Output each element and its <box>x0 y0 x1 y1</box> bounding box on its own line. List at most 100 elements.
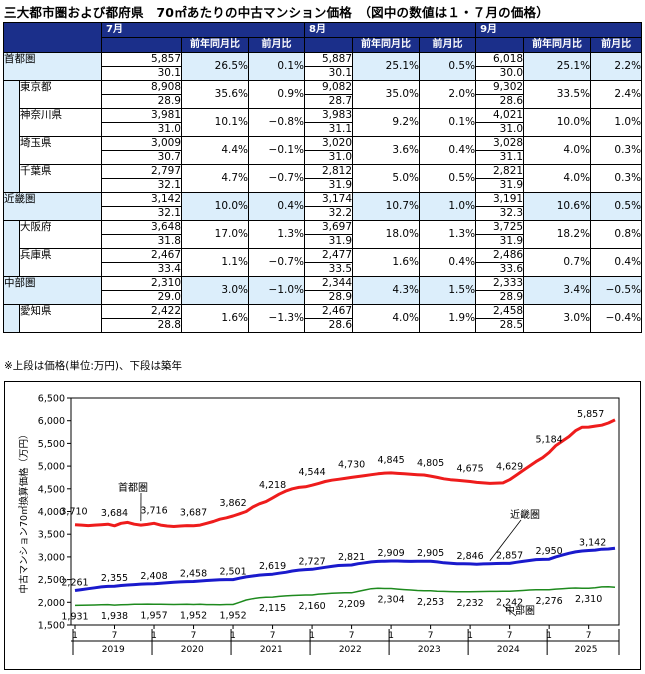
price-cell: 3,983 <box>304 108 354 123</box>
month-header: 8月 <box>304 22 477 38</box>
data-label: 2,160 <box>298 601 325 612</box>
yoy-cell: 1.1% <box>181 248 249 277</box>
age-cell: 31.0 <box>304 150 354 165</box>
mom-cell: 0.5% <box>590 192 643 221</box>
mom-cell: −0.7% <box>247 164 306 193</box>
y-tick-label: 3,500 <box>38 530 65 541</box>
age-cell: 30.0 <box>475 66 525 81</box>
mom-cell: 0.8% <box>590 220 643 249</box>
x-month-label: 7 <box>191 631 197 641</box>
x-year-label: 2023 <box>418 645 441 655</box>
y-tick-label: 2,500 <box>38 575 65 586</box>
price-header-blank <box>475 37 525 53</box>
yoy-cell: 4.4% <box>181 136 249 165</box>
mom-cell: −1.3% <box>247 304 306 333</box>
age-cell: 31.9 <box>304 178 354 193</box>
data-label: 1,957 <box>140 610 167 621</box>
x-month-label: 1 <box>230 631 236 641</box>
prefecture-label: 東京都 <box>19 80 102 109</box>
yoy-cell: 4.3% <box>352 276 421 305</box>
table-row: 千葉県 2,797 4.7% −0.7% 2,812 5.0% 0.5% 2,821 4.0% 0… <box>4 164 643 193</box>
price-cell: 2,344 <box>304 276 354 291</box>
table-row: 首都圏 5,857 26.5% 0.1% 5,887 25.1% 0.5% 6,018 25.1… <box>3 52 643 81</box>
age-cell: 28.8 <box>101 318 182 333</box>
yoy-cell: 4.0% <box>523 136 592 165</box>
data-label: 4,629 <box>496 462 523 473</box>
age-cell: 31.0 <box>101 122 182 137</box>
region-indent <box>3 304 20 333</box>
yoy-cell: 10.7% <box>352 192 421 221</box>
leader-line <box>502 605 517 617</box>
yoy-cell: 18.0% <box>352 220 421 249</box>
y-tick-label: 1,500 <box>38 621 65 632</box>
data-label: 2,253 <box>417 597 444 608</box>
yoy-cell: 3.0% <box>181 276 249 305</box>
y-tick-label: 4,500 <box>38 484 65 495</box>
line-chart: 1,500 2,000 2,500 3,000 3,500 4,000 4,500 5,000… <box>18 394 620 655</box>
price-cell: 3,981 <box>101 108 182 123</box>
yoy-cell: 17.0% <box>181 220 249 249</box>
mom-cell: 0.5% <box>419 164 477 193</box>
mom-cell: −0.7% <box>247 248 306 277</box>
data-label: 4,845 <box>377 455 404 466</box>
yoy-cell: 35.6% <box>181 80 249 109</box>
mom-cell: 0.4% <box>419 248 477 277</box>
price-cell: 5,887 <box>304 52 354 67</box>
table-row: 近畿圏 3,142 10.0% 0.4% 3,174 10.7% 1.0% 3,191 10.6… <box>3 192 643 221</box>
price-cell: 3,725 <box>475 220 525 235</box>
age-cell: 32.3 <box>475 206 525 221</box>
y-axis-label: 中古マンション70㎡換算価格（万円） <box>18 429 30 593</box>
y-tick-label: 5,500 <box>38 439 65 450</box>
table-row: 兵庫県 2,467 1.1% −0.7% 2,477 1.6% 0.4% 2,486 0.7% 0… <box>4 248 643 277</box>
age-cell: 31.9 <box>304 234 354 249</box>
data-label: 2,846 <box>457 551 484 562</box>
age-cell: 33.6 <box>475 262 525 277</box>
age-cell: 28.9 <box>304 290 354 305</box>
price-cell: 3,028 <box>475 136 525 151</box>
yoy-cell: 1.6% <box>352 248 421 277</box>
data-label: 2,310 <box>575 594 602 605</box>
table-row: 中部圏 2,310 3.0% −1.0% 2,344 4.3% 1.5% 2,333 3.4% −… <box>3 276 643 305</box>
series-name-label: 近畿圏 <box>510 508 540 521</box>
yoy-header: 前年同月比 <box>352 37 421 53</box>
mom-cell: 0.9% <box>247 80 306 109</box>
data-label: 4,675 <box>457 464 484 475</box>
table-row-age: 31.8 31.9 31.9 <box>4 234 642 249</box>
price-cell: 9,302 <box>475 80 525 95</box>
price-cell: 9,082 <box>304 80 354 95</box>
age-cell: 31.1 <box>475 150 525 165</box>
prefecture-label: 大阪府 <box>19 220 102 249</box>
data-label: 2,304 <box>377 594 404 605</box>
age-cell: 31.9 <box>475 178 525 193</box>
corner-cell <box>3 22 102 53</box>
data-label: 2,950 <box>536 546 563 557</box>
y-tick-label: 2,000 <box>38 598 65 609</box>
x-month-label: 7 <box>507 631 513 641</box>
prefecture-label: 愛知県 <box>19 304 102 333</box>
plot-area <box>70 397 620 626</box>
data-label: 4,218 <box>259 480 286 491</box>
price-cell: 3,648 <box>101 220 182 235</box>
mom-cell: 0.4% <box>419 136 477 165</box>
table-body: 首都圏 5,857 26.5% 0.1% 5,887 25.1% 0.5% 6,018 25.1… <box>3 52 643 333</box>
y-tick-label: 6,000 <box>38 416 65 427</box>
yoy-header: 前年同月比 <box>181 37 249 53</box>
table-row-age: 33.4 33.5 33.6 <box>4 262 642 277</box>
price-cell: 3,142 <box>101 192 182 207</box>
mom-cell: 0.4% <box>247 192 306 221</box>
x-year-label: 2022 <box>339 645 362 655</box>
data-label: 4,544 <box>298 467 325 478</box>
data-label: 5,857 <box>577 409 604 420</box>
series-line-0 <box>74 418 616 528</box>
region-label: 首都圏 <box>3 52 102 81</box>
month-header: 7月 <box>100 22 306 38</box>
age-cell: 28.9 <box>475 290 525 305</box>
month-header: 9月 <box>475 22 643 38</box>
price-cell: 3,697 <box>304 220 354 235</box>
table-row: 愛知県 2,422 1.6% −1.3% 2,467 4.0% 1.9% 2,458 3.0% −… <box>3 304 643 333</box>
table-row: 大阪府 3,648 17.0% 1.3% 3,697 18.0% 1.3% 3,725 18.2… <box>3 220 643 277</box>
series-name-label: 首都圏 <box>118 481 148 494</box>
data-label: 2,232 <box>457 598 484 609</box>
data-label: 3,687 <box>180 508 207 519</box>
age-cell: 31.1 <box>304 122 354 137</box>
